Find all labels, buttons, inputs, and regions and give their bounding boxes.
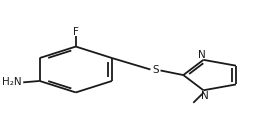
Text: N: N (201, 90, 209, 100)
Text: H₂N: H₂N (2, 77, 22, 87)
Text: N: N (198, 50, 206, 60)
Text: S: S (152, 65, 159, 75)
Text: F: F (73, 27, 79, 37)
